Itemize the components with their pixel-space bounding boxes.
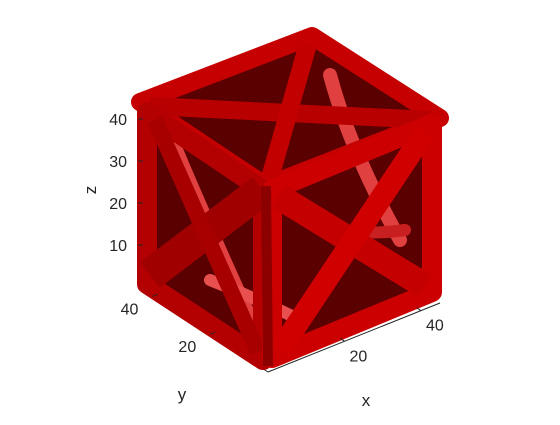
x-tick-label: 40	[426, 318, 444, 335]
z-tick-label: 20	[109, 196, 127, 213]
x-tick-mark	[340, 337, 345, 342]
x-axis-label: x	[362, 391, 371, 410]
x-tick-mark	[416, 307, 422, 312]
z-tick-label: 30	[109, 154, 127, 171]
y-tick-mark	[152, 293, 158, 297]
y-tick-label: 20	[178, 339, 196, 356]
right-face-diagonal	[270, 125, 435, 357]
y-tick-label: 40	[121, 301, 139, 318]
z-tick-label: 40	[109, 112, 127, 129]
lattice-object	[131, 27, 449, 370]
y-axis-label: y	[178, 385, 187, 404]
top-face-diagonal	[261, 41, 317, 181]
z-tick-label: 10	[109, 238, 127, 255]
front-edge	[261, 185, 273, 367]
x-axis-line	[267, 302, 441, 373]
left-face-diagonal	[147, 116, 266, 356]
x-tick-label: 20	[350, 348, 368, 365]
y-tick-mark	[210, 331, 216, 335]
z-axis-label: z	[81, 186, 100, 195]
tick-labels: 10 20 30 40 20 40 20 40	[109, 112, 444, 365]
